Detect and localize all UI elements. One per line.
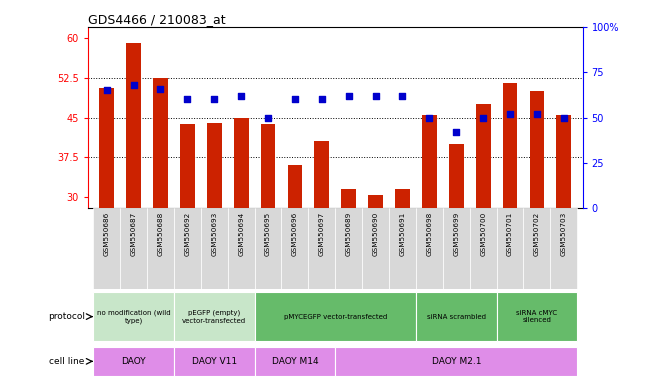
Text: GSM550698: GSM550698 — [426, 212, 432, 257]
Bar — [523, 208, 550, 289]
Text: GSM550703: GSM550703 — [561, 212, 567, 257]
Text: siRNA cMYC
silenced: siRNA cMYC silenced — [516, 310, 557, 323]
Bar — [476, 104, 491, 208]
Text: siRNA scrambled: siRNA scrambled — [427, 314, 486, 319]
Text: DAOY M2.1: DAOY M2.1 — [432, 357, 481, 366]
Point — [344, 93, 354, 99]
Point — [424, 114, 435, 121]
Bar — [255, 292, 416, 341]
Bar — [416, 292, 497, 341]
Point — [182, 96, 193, 103]
Bar — [422, 115, 437, 208]
Text: pEGFP (empty)
vector-transfected: pEGFP (empty) vector-transfected — [182, 310, 246, 324]
Point — [236, 93, 246, 99]
Text: GSM550702: GSM550702 — [534, 212, 540, 257]
Text: GSM550688: GSM550688 — [158, 212, 163, 257]
Point — [559, 114, 569, 121]
Point — [316, 96, 327, 103]
Bar — [288, 166, 302, 208]
Bar — [228, 208, 255, 289]
Bar — [309, 208, 335, 289]
Text: GSM550692: GSM550692 — [184, 212, 190, 257]
Bar — [416, 208, 443, 289]
Text: GSM550696: GSM550696 — [292, 212, 298, 257]
Bar — [93, 208, 120, 289]
Text: GSM550694: GSM550694 — [238, 212, 244, 257]
Point — [478, 114, 488, 121]
Bar — [281, 208, 309, 289]
Bar — [255, 208, 281, 289]
Text: DAOY M14: DAOY M14 — [271, 357, 318, 366]
Text: DAOY: DAOY — [121, 357, 146, 366]
Bar — [201, 208, 228, 289]
Text: GSM550699: GSM550699 — [453, 212, 459, 257]
Text: DAOY V11: DAOY V11 — [191, 357, 237, 366]
Text: GSM550686: GSM550686 — [104, 212, 110, 257]
Point — [102, 87, 112, 93]
Bar — [497, 292, 577, 341]
Bar — [207, 123, 221, 208]
Bar — [529, 91, 544, 208]
Text: GSM550690: GSM550690 — [372, 212, 379, 257]
Point — [156, 85, 166, 91]
Bar — [174, 347, 255, 376]
Point — [397, 93, 408, 99]
Bar — [362, 208, 389, 289]
Point — [370, 93, 381, 99]
Bar — [234, 118, 249, 208]
Bar — [255, 347, 335, 376]
Bar — [335, 347, 577, 376]
Bar — [100, 88, 114, 208]
Bar — [389, 208, 416, 289]
Text: no modification (wild
type): no modification (wild type) — [97, 310, 171, 324]
Point — [128, 82, 139, 88]
Bar — [174, 292, 255, 341]
Text: GSM550701: GSM550701 — [507, 212, 513, 257]
Point — [263, 114, 273, 121]
Text: pMYCEGFP vector-transfected: pMYCEGFP vector-transfected — [284, 314, 387, 319]
Bar — [93, 292, 174, 341]
Bar — [550, 208, 577, 289]
Text: GSM550697: GSM550697 — [319, 212, 325, 257]
Text: GSM550687: GSM550687 — [131, 212, 137, 257]
Bar — [260, 124, 275, 208]
Bar — [93, 347, 174, 376]
Bar — [341, 189, 356, 208]
Text: GSM550695: GSM550695 — [265, 212, 271, 257]
Bar — [449, 144, 464, 208]
Point — [209, 96, 219, 103]
Bar — [120, 208, 147, 289]
Point — [505, 111, 515, 117]
Bar — [443, 208, 470, 289]
Bar — [147, 208, 174, 289]
Bar — [395, 189, 410, 208]
Text: GSM550691: GSM550691 — [400, 212, 406, 257]
Bar — [335, 208, 362, 289]
Text: GSM550700: GSM550700 — [480, 212, 486, 257]
Bar — [368, 195, 383, 208]
Bar — [503, 83, 518, 208]
Bar — [153, 78, 168, 208]
Bar — [126, 43, 141, 208]
Point — [290, 96, 300, 103]
Bar — [314, 141, 329, 208]
Text: GSM550689: GSM550689 — [346, 212, 352, 257]
Bar — [497, 208, 523, 289]
Bar — [470, 208, 497, 289]
Text: protocol: protocol — [48, 312, 85, 321]
Point — [451, 129, 462, 135]
Bar — [174, 208, 201, 289]
Point — [532, 111, 542, 117]
Bar — [557, 115, 571, 208]
Text: GSM550693: GSM550693 — [212, 212, 217, 257]
Text: cell line: cell line — [49, 357, 85, 366]
Bar — [180, 124, 195, 208]
Text: GDS4466 / 210083_at: GDS4466 / 210083_at — [88, 13, 225, 26]
